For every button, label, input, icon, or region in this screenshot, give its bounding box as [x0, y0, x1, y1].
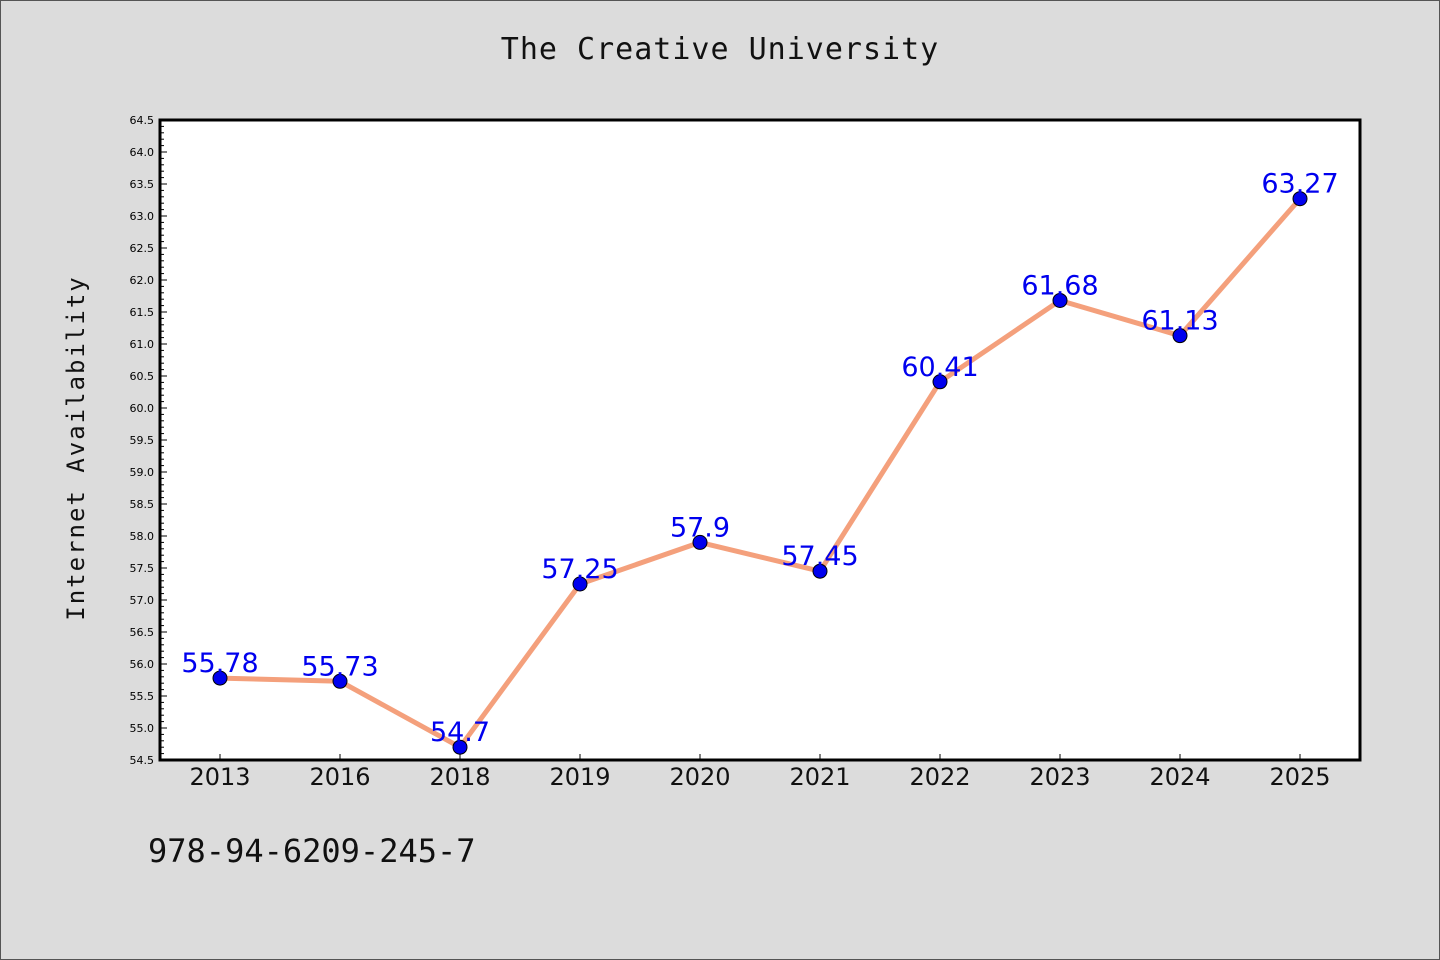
- data-label: 61.68: [1021, 270, 1098, 301]
- y-tick-label: 55.5: [130, 690, 155, 703]
- x-tick-label: 2024: [1149, 763, 1210, 791]
- y-tick-label: 61.0: [130, 338, 155, 351]
- y-tick-label: 56.0: [130, 658, 155, 671]
- x-tick-label: 2022: [909, 763, 970, 791]
- data-point: [572, 576, 588, 592]
- y-tick-label: 60.5: [130, 370, 155, 383]
- data-point: [212, 670, 228, 686]
- y-tick-label: 62.5: [130, 242, 155, 255]
- y-tick-label: 59.0: [130, 466, 155, 479]
- x-tick-label: 2016: [309, 763, 370, 791]
- y-tick-label: 57.0: [130, 594, 155, 607]
- y-tick-label: 64.5: [130, 114, 155, 127]
- data-point: [932, 374, 948, 390]
- data-point: [812, 563, 828, 579]
- y-tick-label: 58.5: [130, 498, 155, 511]
- y-tick-label: 61.5: [130, 306, 155, 319]
- y-tick-label: 55.0: [130, 722, 155, 735]
- y-tick-label: 63.0: [130, 210, 155, 223]
- y-tick-label: 60.0: [130, 402, 155, 415]
- x-tick-label: 2020: [669, 763, 730, 791]
- y-tick-label: 63.5: [130, 178, 155, 191]
- data-label: 57.45: [781, 541, 858, 572]
- data-label: 54.7: [430, 717, 490, 748]
- x-tick-label: 2013: [189, 763, 250, 791]
- data-label: 55.78: [181, 648, 258, 679]
- data-point: [1172, 328, 1188, 344]
- x-tick-label: 2018: [429, 763, 490, 791]
- x-tick-label: 2023: [1029, 763, 1090, 791]
- y-tick-label: 57.5: [130, 562, 155, 575]
- data-point: [1292, 191, 1308, 207]
- data-label: 61.13: [1141, 306, 1218, 337]
- x-tick-label: 2025: [1269, 763, 1330, 791]
- x-tick-label: 2021: [789, 763, 850, 791]
- chart-title: The Creative University: [500, 32, 940, 67]
- series-line: [217, 196, 1303, 750]
- data-label: 55.73: [301, 651, 378, 682]
- x-tick-label: 2019: [549, 763, 610, 791]
- data-label: 63.27: [1261, 169, 1338, 200]
- y-tick-label: 62.0: [130, 274, 155, 287]
- y-tick-label: 64.0: [130, 146, 155, 159]
- y-tick-label: 59.5: [130, 434, 155, 447]
- plot-area: [158, 118, 1362, 762]
- data-point: [1052, 292, 1068, 308]
- data-point: [452, 739, 468, 755]
- data-point: [692, 534, 708, 550]
- y-tick-label: 58.0: [130, 530, 155, 543]
- y-tick-label: 56.5: [130, 626, 155, 639]
- data-label: 57.25: [541, 554, 618, 585]
- data-point: [332, 673, 348, 689]
- data-label: 60.41: [901, 352, 978, 383]
- data-label: 57.9: [670, 512, 730, 543]
- y-tick-label: 54.5: [130, 754, 155, 767]
- isbn-text: 978-94-6209-245-7: [148, 832, 476, 870]
